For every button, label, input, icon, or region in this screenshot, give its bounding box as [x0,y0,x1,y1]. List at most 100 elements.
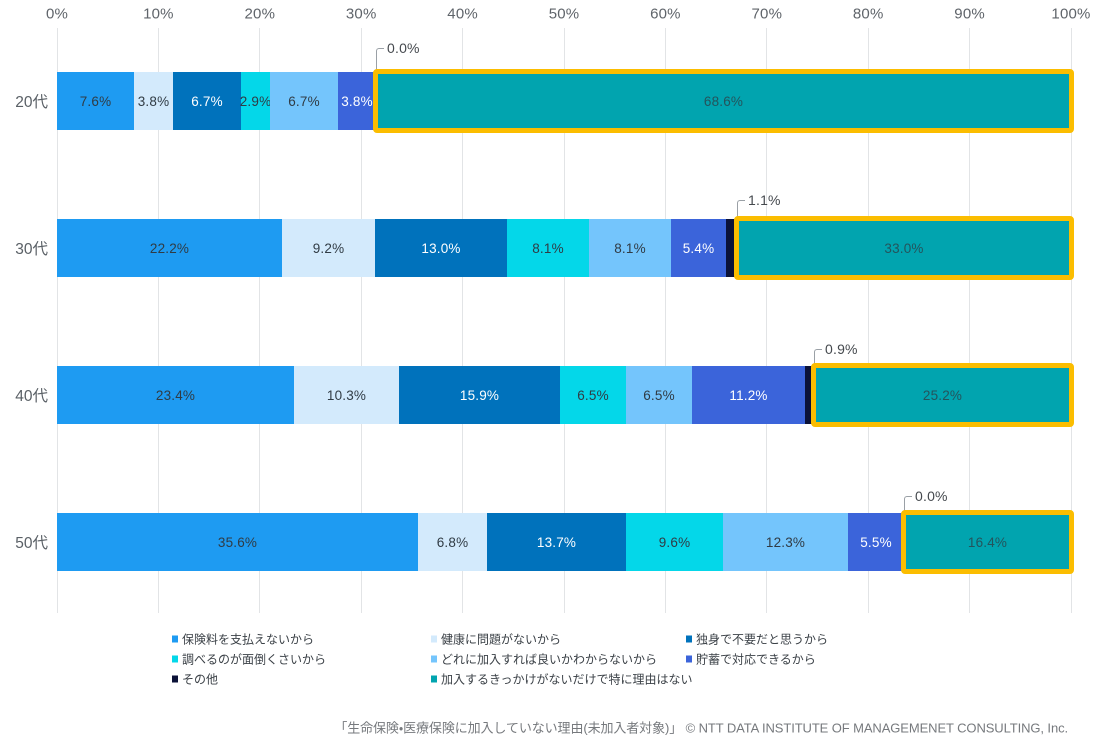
bar-50代: 35.6% 6.8% 13.7% 9.6% 12.3% 5.5% 16.4% [57,510,1074,574]
callout-line [737,200,745,217]
segment-value-label: 6.8% [436,534,469,550]
callout-label: 0.0% [915,488,948,504]
callout-line [904,496,912,511]
segment-value-label: 13.7% [536,534,577,550]
x-axis-tick-label: 90% [954,5,985,23]
callout-label: 0.9% [825,341,858,357]
legend-label: 調べるのが面倒くさいから [182,652,327,667]
segment-value-label: 22.2% [149,240,190,256]
legend-label: 保険料を支払えないから [182,632,315,647]
segment-value-label: 6.5% [643,387,675,403]
category-label: 20代 [15,94,48,111]
bar-segment: 68.6% [373,69,1074,133]
legend-item: 加入するきっかけがないだけで特に理由はない [430,671,693,688]
bar-segment: 23.4% [57,366,294,424]
bar-segment: 15.9% [399,366,560,424]
source-note: 「生命保険・医療保険に加入していない理由(未加入者対象)」 © NTT DATA… [334,720,1068,736]
x-axis-tick-label: 60% [650,5,681,23]
callout-line [376,48,384,70]
gridline [766,28,768,613]
gridline [563,28,565,613]
legend-label: どれに加入すれば良いかわからないから [441,652,658,667]
x-axis-tick-label: 20% [244,5,276,23]
x-axis-tick-label: 0% [45,5,69,23]
x-axis-tick-label: 80% [852,5,884,23]
gridline [867,28,869,613]
legend-marker [430,655,437,663]
x-axis-tick-label: 30% [345,5,377,23]
segment-value-label: 7.6% [79,93,112,109]
segment-value-label: 6.5% [577,387,609,403]
bar-segment: 5.5% [848,513,904,571]
bar-segment: 6.5% [626,366,692,424]
bar-30代: 22.2% 9.2% 13.0% 8.1% 8.1% 5.4% 33.0% [57,216,1074,280]
bar-segment [805,366,814,424]
legend-label: 健康に問題がないから [441,632,562,647]
bar-segment: 16.4% [901,510,1074,574]
segment-value-label: 23.4% [155,387,196,403]
legend-label: 貯蓄で対応できるから [696,652,816,667]
x-axis-tick-label: 50% [548,5,580,23]
segment-value-label: 6.7% [191,93,223,109]
bar-20代: 7.6% 3.8% 6.7% 2.9% 6.7% 3.8% 68.6% [57,69,1074,133]
legend-marker [171,635,178,643]
x-axis-tick-label: 10% [143,5,174,23]
segment-value-label: 5.5% [860,534,892,550]
bar-segment: 13.7% [487,513,626,571]
segment-value-label: 35.6% [217,534,258,550]
bar-segment: 6.5% [560,366,626,424]
segment-value-label: 3.8% [137,93,170,109]
segment-value-label: 15.9% [459,387,500,403]
bar-segment: 5.4% [671,219,726,277]
legend-label: 独身で不要だと思うから [696,632,829,647]
legend-item: 調べるのが面倒くさいから [171,651,327,668]
bar-segment: 7.6% [57,72,134,130]
callout-line [814,349,822,364]
bar-segment: 3.8% [338,72,376,130]
legend-marker [685,635,692,643]
segment-value-label: 9.2% [312,240,345,256]
legend-marker [171,675,178,683]
segment-value-label: 10.3% [326,387,367,403]
segment-value-label: 8.1% [614,240,646,256]
legend-item: 保険料を支払えないから [171,631,315,648]
category-label: 30代 [15,241,48,258]
segment-value-label: 25.2% [922,387,963,403]
segment-value-label: 33.0% [884,240,924,256]
x-axis-tick-label: 40% [447,5,478,23]
bar-40代: 23.4% 10.3% 15.9% 6.5% 6.5% 11.2% 25.2% [57,363,1074,427]
segment-value-label: 13.0% [421,240,461,256]
bar-segment: 8.1% [507,219,589,277]
segment-value-label: 11.2% [729,387,768,403]
segment-value-label: 16.4% [967,534,1008,550]
segment-value-label: 68.6% [703,93,744,109]
segment-value-label: 9.6% [658,534,691,550]
bar-segment: 22.2% [57,219,282,277]
bar-segment: 9.6% [626,513,723,571]
legend-item: 独身で不要だと思うから [685,631,829,648]
bar-segment [726,219,737,277]
legend-label: その他 [182,672,219,687]
bar-segment: 11.2% [692,366,805,424]
bar-segment: 6.7% [270,72,338,130]
gridline [360,28,362,613]
legend-marker [685,655,692,663]
segment-value-label: 2.9% [239,93,272,109]
gridline [969,28,971,613]
gridline [462,28,464,613]
legend-label: 加入するきっかけがないだけで特に理由はない [441,672,693,687]
legend-item: 貯蓄で対応できるから [685,651,816,668]
bar-segment: 6.7% [173,72,241,130]
bar-segment: 6.8% [418,513,487,571]
bar-segment: 33.0% [734,216,1074,280]
x-axis-tick-label: 100% [1051,5,1091,23]
x-axis-tick-label: 70% [751,5,783,23]
category-label: 40代 [15,388,48,405]
gridline [664,28,666,613]
gridline [56,28,58,613]
legend-item: その他 [171,671,219,688]
legend-marker [430,675,437,683]
bar-segment: 3.8% [134,72,173,130]
bar-segment: 2.9% [239,72,272,130]
